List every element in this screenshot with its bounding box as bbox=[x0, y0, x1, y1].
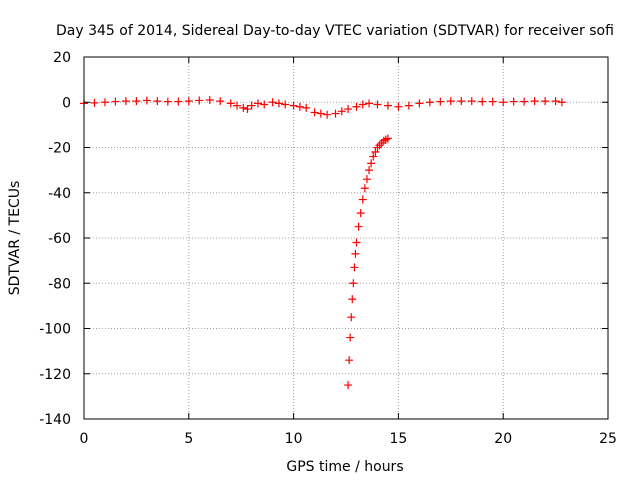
data-point bbox=[274, 99, 283, 108]
grid-lines bbox=[84, 57, 608, 419]
data-point bbox=[337, 107, 346, 116]
data-point bbox=[365, 166, 374, 175]
data-point bbox=[367, 159, 376, 168]
x-tick-label: 5 bbox=[184, 431, 193, 447]
data-point bbox=[425, 98, 434, 107]
data-point bbox=[365, 99, 374, 108]
data-point bbox=[216, 97, 225, 106]
data-point bbox=[352, 238, 361, 247]
data-point bbox=[142, 96, 151, 105]
data-point bbox=[488, 97, 497, 106]
data-point bbox=[467, 97, 476, 106]
data-point bbox=[509, 97, 518, 106]
data-point bbox=[205, 95, 214, 104]
data-point bbox=[457, 97, 466, 106]
y-axis-label: SDTVAR / TECUs bbox=[7, 181, 23, 296]
axis-ticks: 20 0 -20 -40 -60 -80 -100 -120 -140 0 5 10 15 20 25 bbox=[39, 50, 617, 447]
y-tick-label: -20 bbox=[48, 141, 71, 157]
data-point bbox=[446, 97, 455, 106]
data-point bbox=[247, 101, 256, 110]
data-point bbox=[239, 103, 248, 112]
data-point bbox=[520, 97, 529, 106]
data-point bbox=[295, 102, 304, 111]
y-tick-label: -80 bbox=[48, 276, 71, 292]
y-tick-label: 20 bbox=[53, 50, 71, 66]
y-tick-label: 0 bbox=[62, 95, 71, 111]
data-point bbox=[358, 100, 367, 109]
data-point bbox=[499, 98, 508, 107]
data-point bbox=[233, 101, 242, 110]
data-point bbox=[226, 99, 235, 108]
data-point bbox=[331, 109, 340, 118]
data-point bbox=[347, 313, 356, 322]
data-point bbox=[436, 97, 445, 106]
data-point bbox=[260, 100, 269, 109]
data-point bbox=[302, 103, 311, 112]
data-point bbox=[100, 98, 109, 107]
data-point bbox=[132, 97, 141, 106]
data-point bbox=[163, 97, 172, 106]
y-tick-label: -120 bbox=[39, 367, 71, 383]
data-point bbox=[394, 102, 403, 111]
data-point bbox=[346, 333, 355, 342]
data-series bbox=[80, 95, 566, 390]
data-point bbox=[253, 99, 262, 108]
data-point bbox=[373, 100, 382, 109]
data-point bbox=[310, 108, 319, 117]
x-tick-label: 15 bbox=[389, 431, 407, 447]
data-point bbox=[369, 152, 378, 161]
data-point bbox=[551, 97, 560, 106]
x-tick-label: 10 bbox=[285, 431, 303, 447]
data-point bbox=[404, 101, 413, 110]
data-point bbox=[281, 100, 290, 109]
data-point bbox=[90, 98, 99, 107]
data-point bbox=[153, 97, 162, 106]
data-point bbox=[541, 97, 550, 106]
data-point bbox=[344, 105, 353, 114]
data-point bbox=[530, 97, 539, 106]
data-point bbox=[121, 97, 130, 106]
y-tick-label: -40 bbox=[48, 186, 71, 202]
data-point bbox=[362, 175, 371, 184]
data-point bbox=[352, 102, 361, 111]
data-point bbox=[358, 195, 367, 204]
data-point bbox=[383, 134, 392, 143]
data-point bbox=[351, 249, 360, 258]
y-tick-label: -60 bbox=[48, 231, 71, 247]
x-axis-label: GPS time / hours bbox=[286, 459, 403, 475]
data-point bbox=[111, 97, 120, 106]
chart-title: Day 345 of 2014, Sidereal Day-to-day VTE… bbox=[56, 23, 614, 39]
data-point bbox=[350, 263, 359, 272]
y-tick-label: -140 bbox=[39, 412, 71, 428]
y-tick-label: -100 bbox=[39, 322, 71, 338]
data-point bbox=[243, 105, 252, 114]
data-point bbox=[371, 148, 380, 157]
data-point bbox=[184, 97, 193, 106]
data-point bbox=[323, 110, 332, 119]
data-point bbox=[354, 222, 363, 231]
data-point bbox=[289, 101, 298, 110]
x-tick-label: 20 bbox=[494, 431, 512, 447]
data-point bbox=[383, 101, 392, 110]
data-point bbox=[360, 184, 369, 193]
data-point bbox=[415, 99, 424, 108]
data-point bbox=[345, 356, 354, 365]
data-point bbox=[349, 279, 358, 288]
data-point bbox=[316, 109, 325, 118]
data-point bbox=[356, 209, 365, 218]
data-point bbox=[344, 381, 353, 390]
x-tick-label: 25 bbox=[599, 431, 617, 447]
data-point bbox=[348, 295, 357, 304]
x-tick-label: 0 bbox=[80, 431, 89, 447]
data-point bbox=[195, 96, 204, 105]
data-point bbox=[478, 97, 487, 106]
data-point bbox=[557, 98, 566, 107]
data-point bbox=[268, 98, 277, 107]
data-point bbox=[174, 97, 183, 106]
